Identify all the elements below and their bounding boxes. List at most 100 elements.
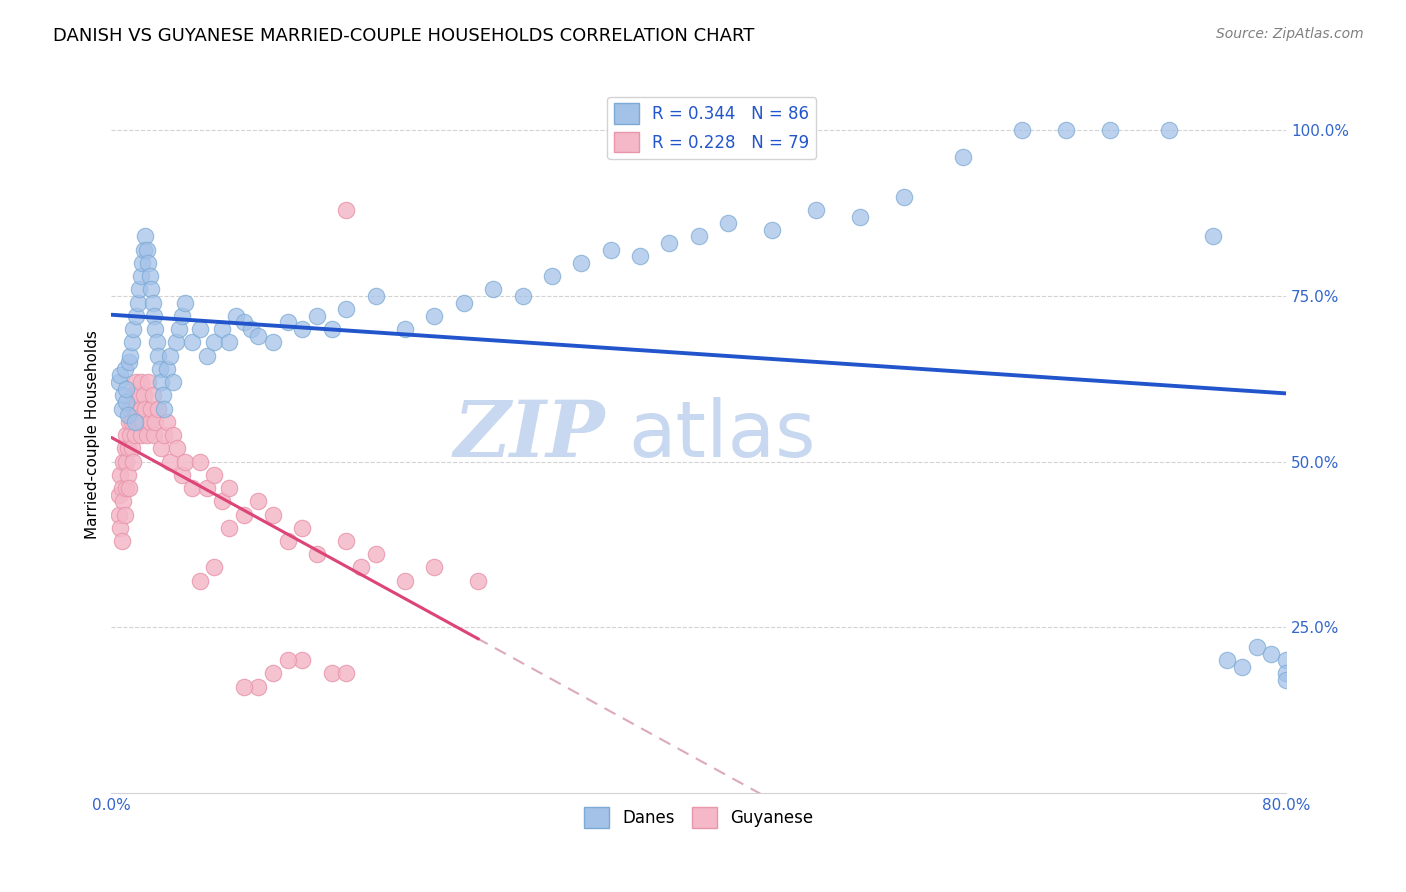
Point [195,349,218,363]
Point [121,442,143,456]
Point [114,508,136,522]
Point [138,269,160,284]
Point [110,467,132,482]
Point [262,335,284,350]
Point [467,574,489,588]
Point [181,481,204,495]
Point [150,442,173,456]
Point [122,454,145,468]
Point [128,388,150,402]
Point [218,335,240,350]
Point [141,295,163,310]
Point [849,210,872,224]
Point [173,454,195,468]
Point [423,309,446,323]
Point [335,534,357,549]
Point [111,401,134,416]
Point [111,534,134,549]
Point [173,295,195,310]
Point [218,521,240,535]
Point [159,454,181,468]
Point [170,309,193,323]
Point [136,256,159,270]
Point [305,309,328,323]
Point [277,534,299,549]
Point [1216,653,1239,667]
Point [120,401,142,416]
Point [364,547,387,561]
Point [128,282,150,296]
Point [658,235,681,250]
Point [166,442,188,456]
Point [132,388,155,402]
Point [153,401,176,416]
Point [1260,647,1282,661]
Point [188,322,211,336]
Point [118,355,141,369]
Point [124,428,146,442]
Point [110,521,132,535]
Point [239,322,262,336]
Point [115,454,138,468]
Text: ZIP: ZIP [453,397,605,474]
Point [218,481,240,495]
Point [394,322,416,336]
Point [145,322,167,336]
Point [110,368,132,383]
Point [321,666,343,681]
Point [804,202,827,217]
Point [247,680,270,694]
Point [225,309,247,323]
Point [167,322,190,336]
Point [181,335,204,350]
Point [335,202,357,217]
Point [127,295,149,310]
Point [482,282,505,296]
Point [121,335,143,350]
Point [156,415,179,429]
Point [211,322,233,336]
Point [232,316,254,330]
Text: DANISH VS GUYANESE MARRIED-COUPLE HOUSEHOLDS CORRELATION CHART: DANISH VS GUYANESE MARRIED-COUPLE HOUSEH… [53,27,755,45]
Point [1275,666,1298,681]
Point [1275,653,1298,667]
Point [138,415,160,429]
Point [1054,123,1077,137]
Point [159,349,181,363]
Point [305,547,328,561]
Point [120,428,142,442]
Point [569,256,592,270]
Point [148,401,170,416]
Point [453,295,475,310]
Point [232,680,254,694]
Point [129,428,152,442]
Point [291,521,314,535]
Point [124,415,146,429]
Point [321,322,343,336]
Point [148,349,170,363]
Point [202,467,225,482]
Point [115,395,138,409]
Point [115,382,138,396]
Point [112,388,135,402]
Point [129,375,152,389]
Point [150,375,173,389]
Point [117,467,139,482]
Point [952,150,974,164]
Point [135,428,157,442]
Point [117,408,139,422]
Point [146,335,169,350]
Point [165,335,187,350]
Point [350,560,373,574]
Point [107,375,129,389]
Point [120,349,142,363]
Point [211,494,233,508]
Point [247,328,270,343]
Point [262,508,284,522]
Point [717,216,740,230]
Point [761,223,783,237]
Point [134,401,156,416]
Point [512,289,534,303]
Point [170,467,193,482]
Point [112,454,135,468]
